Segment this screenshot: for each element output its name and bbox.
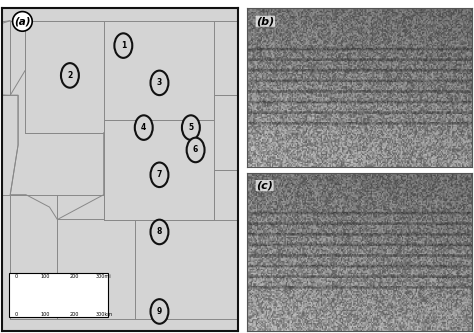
Text: 3: 3 — [157, 78, 162, 87]
Circle shape — [151, 163, 168, 187]
Circle shape — [151, 220, 168, 244]
Text: 1: 1 — [121, 41, 126, 50]
Text: 0: 0 — [15, 274, 18, 279]
Circle shape — [151, 299, 168, 324]
Text: 6: 6 — [193, 146, 198, 155]
FancyBboxPatch shape — [9, 273, 109, 317]
Text: 2: 2 — [67, 71, 73, 80]
Text: 100: 100 — [41, 274, 50, 279]
Circle shape — [151, 71, 168, 95]
Text: 7: 7 — [157, 170, 162, 179]
Text: 200: 200 — [70, 274, 79, 279]
Text: 4: 4 — [141, 123, 146, 132]
Text: (a): (a) — [14, 16, 31, 26]
Circle shape — [187, 138, 205, 162]
Circle shape — [114, 33, 132, 58]
Text: 5: 5 — [188, 123, 193, 132]
Text: 300mi: 300mi — [96, 274, 111, 279]
Text: (b): (b) — [256, 16, 274, 26]
Text: 9: 9 — [157, 307, 162, 316]
Text: 8: 8 — [157, 227, 162, 236]
Text: 200: 200 — [70, 312, 79, 317]
Circle shape — [135, 115, 153, 140]
Text: 300km: 300km — [95, 312, 112, 317]
Text: (c): (c) — [256, 180, 273, 190]
Circle shape — [182, 115, 200, 140]
Text: 0: 0 — [15, 312, 18, 317]
Text: 100: 100 — [41, 312, 50, 317]
Circle shape — [61, 63, 79, 88]
